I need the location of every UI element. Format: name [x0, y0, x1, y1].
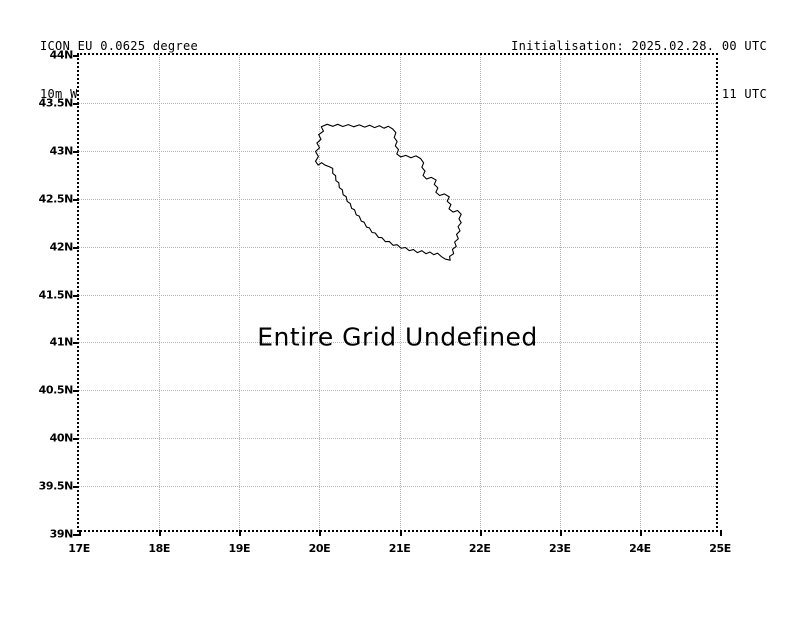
y-axis-tick [73, 438, 79, 441]
y-axis-tick [73, 294, 79, 297]
y-axis-tick [73, 342, 79, 345]
gridline-horizontal [79, 102, 716, 104]
gridline-horizontal [79, 390, 716, 392]
grid-undefined-message: Entire Grid Undefined [257, 322, 538, 352]
gridline-horizontal [79, 198, 716, 200]
x-axis-tick [319, 530, 322, 536]
x-axis-label: 17E [68, 542, 90, 555]
y-axis-label: 39N [49, 527, 74, 541]
gridline-horizontal [79, 486, 716, 488]
gridline-vertical [239, 55, 241, 530]
x-axis-tick [479, 530, 482, 536]
y-axis-tick [73, 246, 79, 249]
x-axis-tick [239, 530, 242, 536]
model-title: ICON EU 0.0625 degree [40, 39, 199, 53]
x-axis-tick [639, 530, 642, 536]
map-canvas [79, 55, 716, 530]
gridline-vertical [479, 55, 481, 530]
y-axis-label: 39.5N [38, 479, 74, 493]
x-axis-label: 25E [709, 542, 731, 555]
gridline-horizontal [79, 438, 716, 440]
x-axis-tick [720, 530, 722, 536]
gridline-horizontal [79, 246, 716, 248]
y-axis-tick [73, 486, 79, 489]
x-axis-label: 19E [228, 542, 251, 555]
y-axis-tick [73, 390, 79, 393]
gridline-vertical [159, 55, 161, 530]
y-axis-label: 43.5N [38, 96, 74, 110]
y-axis-label: 42N [49, 240, 74, 254]
kosovo-border-outline [79, 55, 716, 530]
y-axis-label: 40N [49, 431, 74, 445]
y-axis-tick [73, 534, 79, 536]
x-axis-tick [79, 530, 81, 536]
gridline-vertical [639, 55, 641, 530]
y-axis-label: 41.5N [38, 288, 74, 301]
gridline-vertical [319, 55, 321, 530]
x-axis-label: 21E [388, 542, 411, 555]
y-axis-label: 40.5N [38, 383, 74, 397]
y-axis-tick [73, 150, 79, 153]
x-axis-tick [399, 530, 402, 536]
x-axis-tick [159, 530, 162, 536]
y-axis-label: 43N [49, 144, 74, 158]
x-axis-label: 23E [548, 542, 571, 555]
y-axis-label: 44N [49, 48, 74, 62]
x-axis-label: 22E [468, 542, 491, 555]
y-axis-label: 41N [49, 335, 74, 349]
gridline-vertical [399, 55, 401, 530]
x-axis-label: 18E [148, 542, 170, 555]
gridline-horizontal [79, 294, 716, 296]
y-axis-tick [73, 102, 79, 105]
x-axis-tick [559, 530, 562, 536]
gridline-vertical [559, 55, 561, 530]
map-plot-area: 39N 39.5N 40N 40.5N 41N 41.5N 42N 42.5N 43N 43.5N… [39, 49, 732, 556]
y-axis-label: 42.5N [38, 192, 74, 206]
x-axis-label: 20E [308, 542, 331, 555]
initialisation-time: Initialisation: 2025.02.28. 00 UTC [511, 39, 767, 53]
gridline-horizontal [79, 342, 716, 344]
kosovo-border [316, 124, 462, 260]
x-axis-label: 24E [629, 542, 651, 555]
y-axis-tick [73, 55, 79, 57]
y-axis-tick [73, 198, 79, 201]
